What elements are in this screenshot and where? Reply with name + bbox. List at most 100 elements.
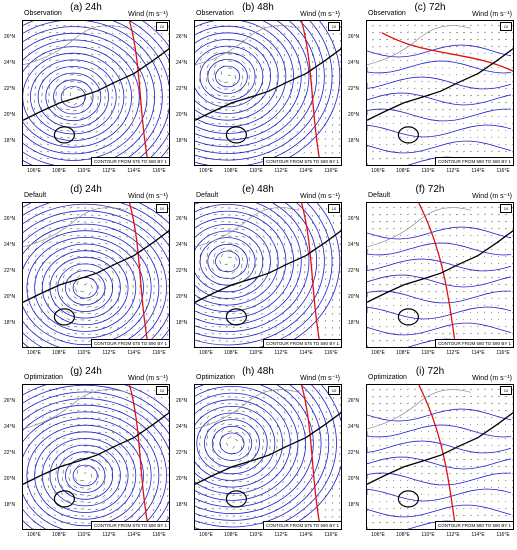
wind-arrow [490,122,493,125]
wind-arrow [124,151,127,154]
wind-arrow [117,298,120,302]
wind-arrow [420,150,423,153]
wind-arrow [241,207,245,209]
coastline [23,229,169,303]
wind-arrow [318,109,320,113]
wind-arrow [53,507,57,510]
wind-arrow [146,221,149,224]
wind-arrow [260,116,264,119]
wind-arrow [131,333,134,336]
wind-arrow [469,507,472,510]
x-tick-label: 108°E [52,350,66,356]
wind-arrow [53,346,55,347]
wind-arrow [420,213,424,216]
wind-arrow [275,508,278,511]
y-tick-label: 26°N [176,216,188,222]
reference-vector: 10 [500,386,512,395]
wind-arrow [511,389,513,391]
wind-arrow [220,396,224,398]
wind-arrow [483,255,486,258]
wind-arrow [282,459,285,463]
wind-arrow [139,445,142,449]
wind-arrow [483,493,486,496]
wind-arrow [511,291,513,293]
wind-arrow [269,249,271,253]
wind-arrow [132,298,134,302]
wind-arrow [206,51,210,55]
wind-arrow [297,46,300,50]
wind-arrow [204,85,208,90]
wind-arrow [246,109,250,112]
wind-arrow [455,263,458,265]
wind-arrow [62,255,66,258]
wind-arrow [60,129,64,132]
wind-arrow [220,422,225,426]
wind-arrow [253,109,257,112]
wind-arrow [339,116,341,119]
wind-arrow [497,458,501,461]
wind-arrow [60,310,64,314]
wind-arrow [490,24,493,27]
wind-arrow [125,53,128,56]
wind-arrow [483,430,486,433]
wind-arrow [392,395,396,398]
wind-arrow [239,137,243,139]
hainan-island [225,490,248,508]
wind-arrow [504,59,507,62]
wind-arrow [111,46,115,49]
wind-arrow [41,423,44,426]
y-tick-label: 22°N [4,86,16,92]
wind-arrow [317,319,320,322]
wind-arrow [378,256,381,258]
wind-arrow [406,290,409,293]
wind-arrow [66,303,71,307]
wind-arrow [420,59,423,62]
wind-arrow [304,466,306,470]
wind-arrow [476,213,480,216]
wind-arrow [413,234,416,237]
wind-arrow [399,38,403,41]
wind-arrow [167,389,169,392]
wind-arrow [132,438,135,442]
wind-arrow [152,319,155,323]
y-tick-label: 18°N [176,320,188,326]
wind-arrow [283,249,285,253]
wind-arrow [132,32,135,35]
wind-arrow [427,102,431,104]
wind-arrow [167,417,169,420]
wind-arrow [76,463,81,468]
contour-line [57,263,114,312]
wind-arrow [40,325,43,328]
wind-arrow [462,466,466,468]
wind-arrow [153,116,155,120]
map-plot [367,24,513,165]
wind-arrow [145,319,148,323]
wind-arrow [73,102,78,106]
wind-arrow [261,109,264,113]
wind-arrow [490,395,494,398]
contour-line [195,21,325,161]
wind-arrow [378,515,381,517]
wind-arrow [385,241,388,244]
wind-arrow [241,438,244,443]
wind-arrow [455,326,458,328]
wind-arrow [145,123,148,127]
wind-arrow [427,305,430,307]
wind-arrow [399,388,402,391]
wind-arrow [331,326,334,329]
wind-arrow [476,290,479,293]
wind-arrow [399,73,402,76]
wind-arrow [282,291,285,295]
wind-arrow [282,130,285,133]
height-contours [195,21,341,165]
wind-arrow [241,46,246,49]
wind-arrow [332,39,334,42]
wind-arrow [275,466,278,470]
wind-arrow [385,136,388,139]
wind-arrow [406,486,409,489]
wind-arrow [68,287,71,293]
wind-arrow [204,493,208,496]
y-tick-label: 20°N [348,112,360,118]
wind-arrow [48,78,52,83]
wind-arrow [385,486,388,489]
